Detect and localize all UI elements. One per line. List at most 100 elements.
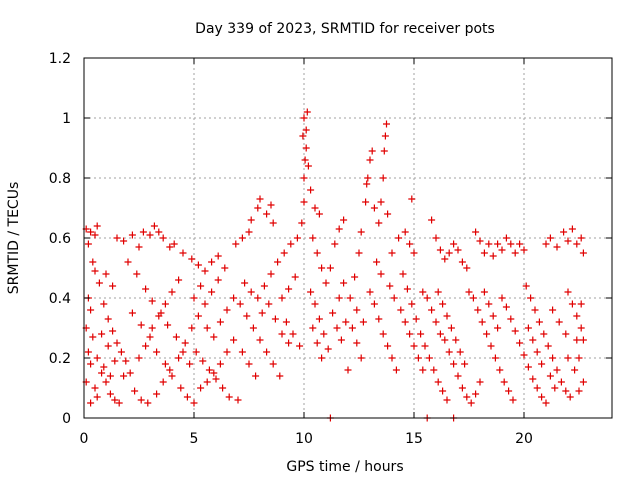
data-point [370, 300, 378, 308]
data-point [441, 255, 449, 263]
data-point [344, 366, 352, 374]
data-point [219, 384, 227, 392]
data-point [324, 345, 332, 353]
data-point [311, 204, 319, 212]
data-point [271, 315, 279, 323]
data-point [571, 366, 579, 374]
data-point [214, 276, 222, 284]
data-point [153, 390, 161, 398]
data-point [353, 306, 361, 314]
data-point [102, 378, 110, 386]
data-point [120, 237, 128, 245]
data-point [340, 279, 348, 287]
data-point [452, 336, 460, 344]
data-point [181, 339, 189, 347]
data-point [98, 330, 106, 338]
data-point [390, 294, 398, 302]
data-point [93, 393, 101, 401]
data-point [546, 372, 554, 380]
data-point [303, 108, 311, 116]
data-point [164, 321, 172, 329]
data-point [476, 378, 484, 386]
data-point [573, 312, 581, 320]
data-point [357, 354, 365, 362]
data-point [450, 360, 458, 368]
data-point [111, 396, 119, 404]
data-point [366, 288, 374, 296]
data-point [568, 225, 576, 233]
data-point [91, 267, 99, 275]
chart-title: Day 339 of 2023, SRMTID for receiver pot… [195, 21, 495, 37]
data-point [153, 348, 161, 356]
data-point [117, 348, 125, 356]
data-point [346, 294, 354, 302]
data-point [529, 336, 537, 344]
x-tick-label: 5 [190, 431, 199, 447]
data-point [511, 327, 519, 335]
data-point [524, 363, 532, 371]
data-point [148, 324, 156, 332]
data-point [289, 330, 297, 338]
data-point [401, 318, 409, 326]
data-point [467, 399, 475, 407]
data-point [375, 219, 383, 227]
data-point [221, 264, 229, 272]
data-point [89, 333, 97, 341]
data-point [100, 300, 108, 308]
data-point [84, 348, 92, 356]
data-point [234, 396, 242, 404]
data-point [463, 393, 471, 401]
data-point [498, 294, 506, 302]
data-point [230, 336, 238, 344]
data-point [428, 306, 436, 314]
data-point [84, 240, 92, 248]
data-point [155, 228, 163, 236]
data-point [474, 306, 482, 314]
data-point [456, 348, 464, 356]
data-point [568, 300, 576, 308]
data-point [538, 360, 546, 368]
data-point [190, 294, 198, 302]
data-point [146, 231, 154, 239]
data-point [494, 324, 502, 332]
data-point [282, 318, 290, 326]
data-point [186, 360, 194, 368]
data-point [278, 294, 286, 302]
data-point [373, 258, 381, 266]
data-point [540, 330, 548, 338]
data-point [113, 234, 121, 242]
data-point [406, 330, 414, 338]
data-point [93, 222, 101, 230]
data-point [102, 270, 110, 278]
data-point [379, 174, 387, 182]
data-point [93, 354, 101, 362]
data-point [476, 237, 484, 245]
data-point [392, 366, 400, 374]
data-point [436, 330, 444, 338]
y-tick-label: 0.2 [49, 351, 71, 367]
data-point [564, 237, 572, 245]
data-point [379, 330, 387, 338]
data-point [267, 201, 275, 209]
data-point [238, 234, 246, 242]
data-point [293, 234, 301, 242]
data-point [197, 384, 205, 392]
data-point [267, 270, 275, 278]
data-point [300, 198, 308, 206]
data-point [254, 204, 262, 212]
data-point [357, 228, 365, 236]
data-point [447, 324, 455, 332]
data-point [491, 354, 499, 362]
data-point [520, 351, 528, 359]
data-point [377, 198, 385, 206]
data-point [524, 324, 532, 332]
data-point [428, 216, 436, 224]
data-point [95, 279, 103, 287]
data-point [549, 306, 557, 314]
data-point [529, 375, 537, 383]
data-point [388, 249, 396, 257]
data-point [465, 288, 473, 296]
data-point [194, 312, 202, 320]
data-point [177, 384, 185, 392]
data-point [351, 273, 359, 281]
